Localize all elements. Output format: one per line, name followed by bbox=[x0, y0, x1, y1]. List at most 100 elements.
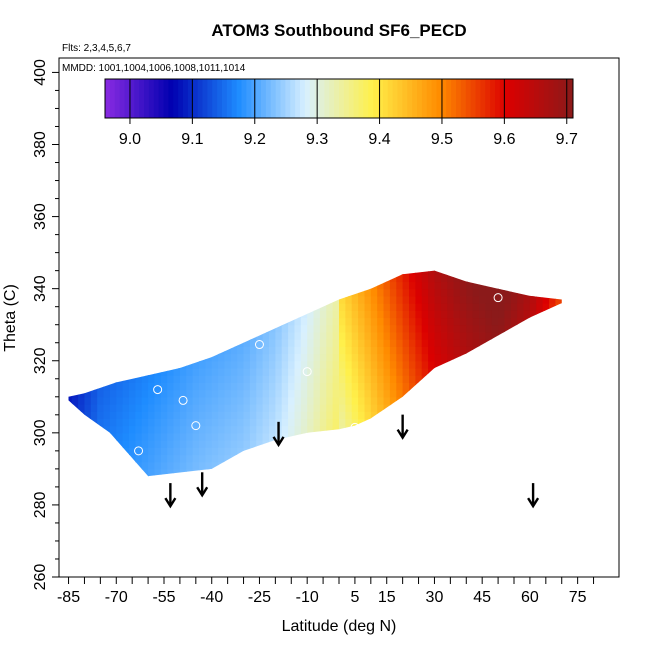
field-cell bbox=[173, 468, 181, 477]
field-cell bbox=[71, 346, 79, 355]
field-cell bbox=[269, 447, 276, 456]
field-cell bbox=[542, 303, 550, 311]
field-cell bbox=[332, 317, 340, 326]
field-cell bbox=[415, 389, 423, 398]
field-cell bbox=[434, 368, 442, 376]
field-cell bbox=[319, 339, 327, 347]
field-cell bbox=[339, 353, 346, 362]
field-cell bbox=[160, 295, 168, 304]
field-cell bbox=[218, 454, 226, 463]
field-cell bbox=[479, 260, 486, 268]
field-cell bbox=[154, 360, 162, 369]
field-cell bbox=[71, 317, 79, 326]
field-cell bbox=[523, 303, 531, 311]
field-cell bbox=[453, 346, 461, 355]
field-cell bbox=[256, 389, 264, 398]
field-cell bbox=[167, 382, 175, 391]
field-cell bbox=[491, 432, 499, 441]
field-cell bbox=[141, 440, 149, 448]
field-cell bbox=[428, 295, 436, 304]
field-cell bbox=[281, 295, 289, 304]
field-cell bbox=[300, 270, 308, 275]
field-cell bbox=[510, 324, 518, 333]
field-cell bbox=[294, 447, 302, 456]
field-cell bbox=[383, 468, 391, 477]
field-cell bbox=[288, 295, 296, 304]
field-cell bbox=[97, 310, 105, 319]
field-cell bbox=[358, 404, 366, 412]
field-cell bbox=[428, 274, 436, 283]
field-cell bbox=[71, 447, 79, 456]
field-cell bbox=[447, 270, 455, 275]
field-cell bbox=[453, 339, 461, 347]
field-cell bbox=[249, 339, 257, 347]
field-cell bbox=[116, 331, 124, 340]
field-cell bbox=[472, 382, 480, 391]
field-cell bbox=[84, 418, 92, 427]
field-cell bbox=[300, 404, 308, 412]
field-cell bbox=[71, 274, 79, 283]
field-cell bbox=[78, 339, 86, 347]
field-cell bbox=[389, 440, 397, 448]
field-cell bbox=[307, 454, 315, 463]
field-cell bbox=[396, 447, 404, 456]
field-cell bbox=[529, 375, 537, 383]
field-cell bbox=[549, 382, 556, 391]
field-cell bbox=[542, 382, 550, 391]
field-cell bbox=[97, 432, 105, 441]
field-cell bbox=[269, 382, 276, 391]
field-cell bbox=[295, 476, 302, 484]
field-cell bbox=[326, 418, 334, 427]
field-cell bbox=[288, 310, 296, 319]
field-cell bbox=[218, 425, 226, 434]
field-cell bbox=[129, 274, 136, 283]
field-cell bbox=[300, 368, 308, 376]
field-cell bbox=[243, 339, 251, 347]
field-cell bbox=[326, 432, 334, 441]
field-cell bbox=[179, 411, 187, 419]
field-cell bbox=[193, 476, 200, 484]
field-cell bbox=[71, 303, 79, 311]
field-cell bbox=[148, 454, 156, 463]
field-cell bbox=[230, 382, 238, 391]
field-cell bbox=[345, 270, 353, 275]
field-cell bbox=[320, 260, 327, 268]
colorbar-swatch bbox=[568, 79, 574, 118]
field-cell bbox=[78, 454, 86, 463]
field-cell bbox=[275, 274, 283, 283]
field-cell bbox=[529, 396, 537, 405]
field-cell bbox=[103, 295, 111, 304]
field-cell bbox=[523, 425, 531, 434]
field-cell bbox=[415, 396, 423, 405]
field-cell bbox=[179, 468, 187, 477]
field-cell bbox=[269, 270, 276, 275]
field-cell bbox=[491, 346, 499, 355]
field-cell bbox=[243, 468, 251, 477]
flights-note: Flts: 2,3,4,5,6,7 bbox=[62, 43, 131, 54]
field-cell bbox=[173, 281, 181, 290]
field-cell bbox=[288, 404, 296, 412]
field-cell bbox=[281, 310, 289, 319]
field-cell bbox=[402, 324, 410, 333]
field-cell bbox=[179, 375, 187, 383]
field-cell bbox=[339, 389, 346, 398]
field-cell bbox=[339, 317, 346, 326]
field-cell bbox=[402, 447, 410, 456]
field-cell bbox=[504, 317, 512, 326]
field-cell bbox=[319, 270, 327, 275]
field-cell bbox=[116, 324, 124, 333]
field-cell bbox=[555, 281, 562, 290]
field-cell bbox=[192, 411, 200, 419]
field-cell bbox=[472, 461, 480, 470]
field-cell bbox=[288, 411, 296, 419]
colorbar-swatch bbox=[343, 79, 350, 118]
field-cell bbox=[409, 411, 416, 419]
field-cell bbox=[212, 260, 219, 268]
field-cell bbox=[199, 310, 206, 319]
field-cell bbox=[396, 389, 404, 398]
field-cell bbox=[109, 368, 117, 376]
field-cell bbox=[383, 317, 391, 326]
field-cell bbox=[434, 440, 442, 448]
field-cell bbox=[332, 346, 340, 355]
field-cell bbox=[97, 382, 105, 391]
